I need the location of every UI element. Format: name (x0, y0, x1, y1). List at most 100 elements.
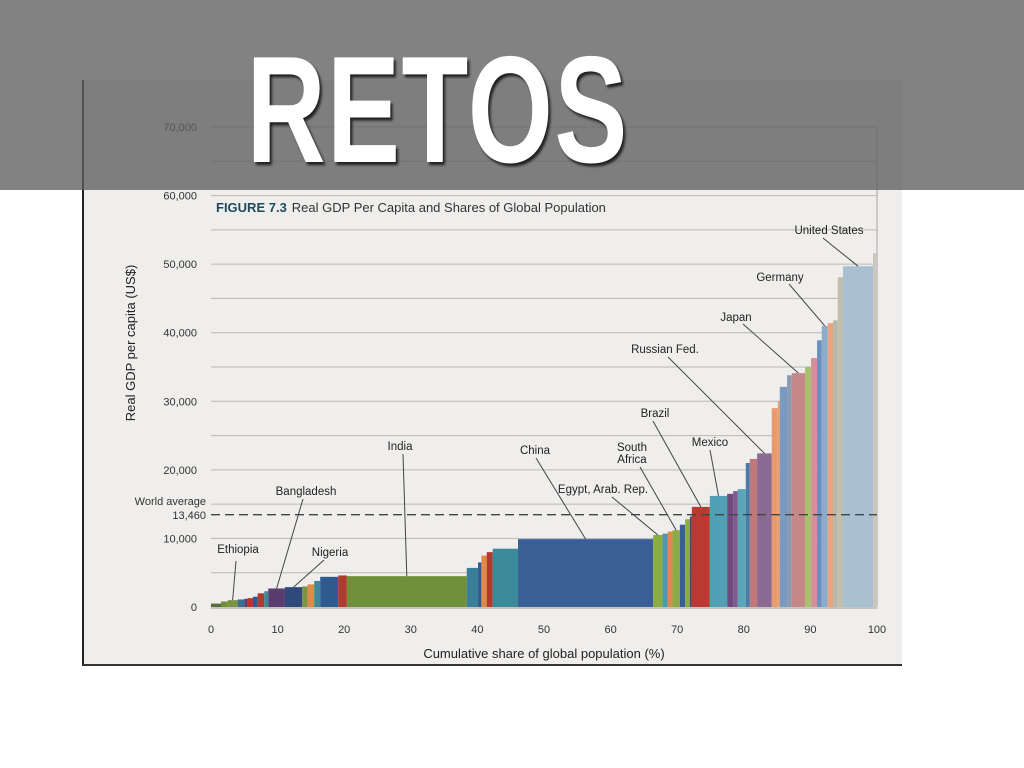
y-tick-label: 10,000 (163, 533, 197, 545)
bar-nigeria (284, 587, 303, 607)
bar-country (466, 567, 479, 607)
annotation-leader-line (639, 466, 677, 531)
figure-title-text: Real GDP Per Capita and Shares of Global… (292, 200, 606, 215)
x-tick-label: 10 (271, 624, 283, 636)
annotation-label: Germany (756, 272, 804, 284)
annotation-label: India (388, 441, 414, 453)
bar-country (737, 489, 746, 607)
bar-country (237, 599, 245, 607)
bar-country (685, 519, 690, 607)
annotation-label: China (520, 445, 551, 457)
bar-country (257, 593, 265, 607)
annotation-leader-line (822, 237, 859, 267)
annotation-leader-line (667, 356, 765, 454)
annotation-leader-line (535, 457, 587, 540)
bar-country (837, 277, 844, 607)
bar-japan (791, 373, 806, 607)
bar-ethiopia (227, 600, 238, 607)
annotation-label: Russian Fed. (631, 344, 699, 356)
bar-egypt-arab-rep- (653, 535, 663, 607)
bar-country (679, 524, 686, 607)
annotation-label-line: South (617, 442, 647, 454)
bar-country (787, 375, 792, 607)
bar-country (727, 493, 734, 607)
x-tick-label: 100 (868, 624, 886, 636)
annotation-leader-line (742, 323, 799, 374)
bar-russian-fed- (757, 453, 772, 607)
bar-country (478, 562, 482, 607)
bar-germany (821, 325, 828, 607)
annotation-leader-line (293, 559, 325, 588)
title-banner (0, 0, 1024, 190)
bar-country (779, 386, 788, 607)
figure-title: FIGURE 7.3 Real GDP Per Capita and Shares… (216, 200, 606, 215)
bar-country (873, 253, 877, 607)
bar-country (252, 596, 258, 607)
annotation-leader-line (232, 560, 237, 601)
y-tick-label: 0 (191, 602, 197, 614)
annotation-leader-line (788, 283, 826, 327)
bar-country (689, 516, 692, 607)
bar-brazil (691, 506, 710, 607)
world-average-label: World average (135, 496, 206, 508)
annotation-leader-line (709, 449, 719, 497)
annotation-leader-line (652, 420, 702, 508)
annotation-leader-line (611, 496, 659, 536)
figure-number: FIGURE 7.3 (216, 200, 287, 215)
x-tick-label: 30 (405, 624, 417, 636)
x-tick-label: 90 (804, 624, 816, 636)
annotation-label: Nigeria (312, 547, 349, 559)
bar-country (247, 598, 253, 607)
x-tick-label: 60 (604, 624, 616, 636)
x-tick-label: 70 (671, 624, 683, 636)
annotation-label: Brazil (641, 408, 670, 420)
bar-country (211, 603, 221, 607)
bar-country (338, 575, 347, 607)
y-axis-label: Real GDP per capita (US$) (123, 265, 138, 422)
annotation-label: Egypt, Arab. Rep. (558, 484, 648, 496)
bar-country (264, 591, 269, 607)
bar-country (733, 491, 738, 607)
y-tick-label: 40,000 (163, 328, 197, 340)
x-axis-label: Cumulative share of global population (%… (423, 646, 664, 661)
bar-country (749, 458, 758, 607)
y-tick-label: 20,000 (163, 465, 197, 477)
x-tick-label: 40 (471, 624, 483, 636)
bar-country (833, 320, 838, 607)
x-tick-label: 20 (338, 624, 350, 636)
bar-country (667, 531, 673, 607)
bar-country (320, 576, 339, 607)
world-average-value: 13,460 (172, 510, 206, 522)
x-tick-label: 80 (738, 624, 750, 636)
x-tick-label: 50 (538, 624, 550, 636)
annotation-leader-line (276, 498, 304, 589)
annotation-label: Japan (720, 312, 751, 324)
bar-country (492, 548, 519, 607)
bar-country (486, 552, 493, 607)
y-tick-label: 50,000 (163, 259, 197, 271)
bar-china (518, 539, 654, 607)
bar-country (745, 463, 750, 607)
x-tick-label: 0 (208, 624, 214, 636)
bar-country (220, 601, 228, 607)
y-tick-label: 30,000 (163, 396, 197, 408)
bar-country (314, 580, 321, 607)
bar-country (481, 555, 487, 607)
annotation-label: Ethiopia (217, 544, 259, 556)
bar-country (771, 408, 778, 607)
bar-country (817, 340, 822, 607)
annotation-label: Mexico (692, 437, 728, 449)
bar-country (811, 358, 818, 607)
bar-india (346, 576, 467, 607)
bar-country (662, 533, 668, 607)
bar-united-states (843, 266, 874, 607)
bar-country (827, 323, 834, 607)
bar-country (777, 401, 780, 607)
bar-south-africa (672, 530, 680, 607)
bar-country (805, 367, 812, 607)
annotation-label: Bangladesh (276, 486, 337, 498)
annotation-label: South Africa (617, 442, 647, 466)
bar-country (307, 584, 315, 607)
bar-mexico (709, 495, 728, 607)
bar-country (302, 586, 308, 607)
